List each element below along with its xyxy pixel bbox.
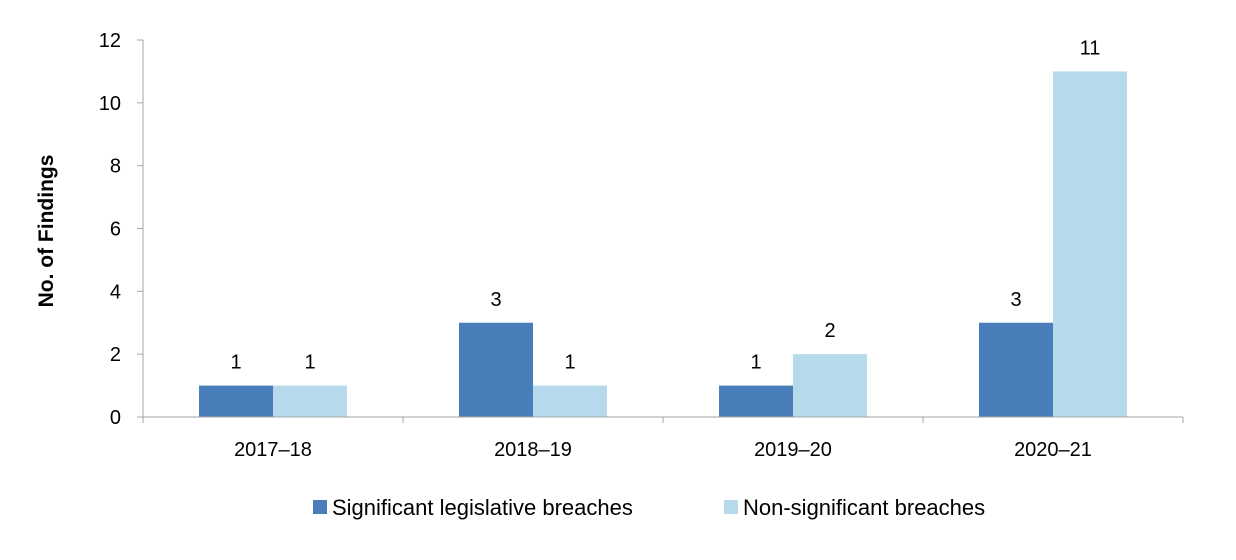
bar [719, 385, 793, 417]
data-label: 1 [750, 352, 761, 374]
x-tick-label: 2017–18 [234, 439, 312, 461]
data-label: 3 [1010, 289, 1021, 311]
legend-swatch [313, 500, 327, 514]
y-tick-label: 6 [110, 219, 121, 241]
y-tick-label: 10 [99, 93, 121, 115]
x-tick-label: 2018–19 [494, 439, 572, 461]
y-axis-title: No. of Findings [35, 155, 58, 308]
data-label: 1 [230, 352, 241, 374]
legend-swatch [724, 500, 738, 514]
bar [1053, 71, 1127, 418]
y-tick-label: 2 [110, 344, 121, 366]
y-tick-label: 8 [110, 156, 121, 178]
bar [273, 385, 347, 417]
data-label: 1 [564, 352, 575, 374]
bar [199, 385, 273, 417]
data-label: 11 [1080, 37, 1101, 59]
bar [459, 322, 533, 417]
data-label: 2 [824, 320, 835, 342]
y-tick-label: 4 [110, 281, 121, 303]
x-tick-label: 2020–21 [1014, 439, 1092, 461]
x-tick-label: 2019–20 [754, 439, 832, 461]
legend-label: Non-significant breaches [743, 495, 985, 520]
data-label: 3 [490, 289, 501, 311]
data-label: 1 [304, 352, 315, 374]
y-tick-label: 12 [99, 30, 121, 52]
bar [979, 322, 1053, 417]
bar [793, 354, 867, 417]
legend-item: Non-significant breaches [724, 495, 985, 520]
y-tick-label: 0 [110, 407, 121, 429]
legend-label: Significant legislative breaches [332, 495, 633, 520]
legend-item: Significant legislative breaches [313, 495, 633, 520]
bar [533, 385, 607, 417]
